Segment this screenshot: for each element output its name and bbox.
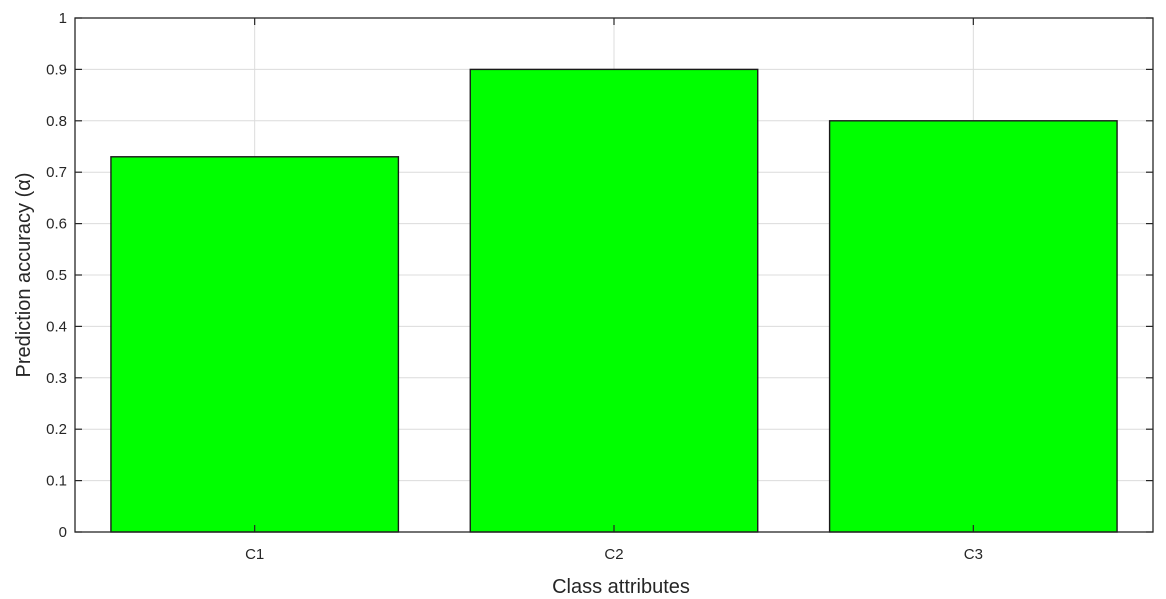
y-tick-label: 0.9	[46, 61, 67, 78]
y-tick-label: 0.8	[46, 113, 67, 130]
bar-c2	[469, 68, 759, 533]
y-axis-ticks: 0 0.1 0.2 0.3 0.4 0.5 0.6 0.7 0.8 0.9 1	[46, 10, 1153, 541]
y-tick-label: 0.7	[46, 164, 67, 181]
y-tick-label: 0.2	[46, 421, 67, 438]
y-tick-label: 0.6	[46, 216, 67, 233]
bars	[110, 68, 1118, 533]
y-tick-label: 1	[59, 10, 67, 27]
y-tick-label: 0.1	[46, 473, 67, 490]
x-tick-label: C1	[245, 546, 264, 563]
y-tick-label: 0.3	[46, 370, 67, 387]
y-tick-label: 0.5	[46, 267, 67, 284]
x-tick-label: C3	[964, 546, 983, 563]
y-tick-label: 0.4	[46, 318, 67, 335]
bar-c1	[110, 156, 400, 533]
x-tick-label: C2	[604, 546, 623, 563]
y-axis-label: Prediction accuracy (α)	[13, 173, 35, 378]
x-axis-ticks: C1 C2 C3	[245, 18, 983, 563]
bar-c3	[828, 120, 1118, 533]
y-tick-label: 0	[59, 524, 67, 541]
x-axis-label: Class attributes	[552, 576, 690, 598]
